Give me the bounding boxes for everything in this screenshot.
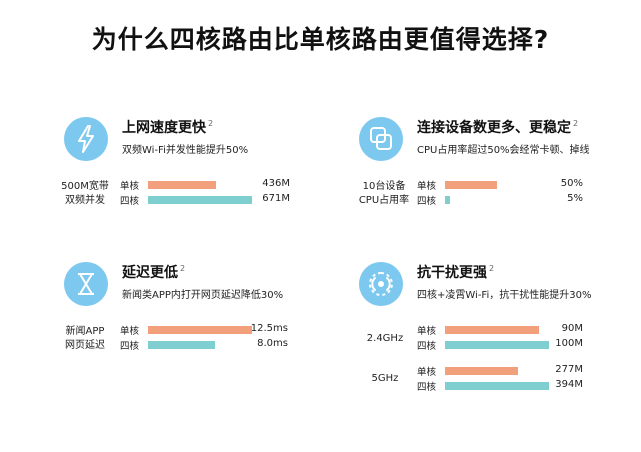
group-label: 500M宽带 双频并发 [61,181,109,206]
row-label-single: 单核 [417,367,437,378]
panel-title: 连接设备数更多、更稳定 2 [417,119,579,136]
value-quad: 671M [262,193,290,204]
panel-subtitle: 四核+凌霄Wi-Fi，抗干扰性能提升30% [417,290,592,301]
bar-quad [445,382,549,390]
bar-quad [445,341,549,349]
devices-icon [359,117,403,161]
row-label-quad: 四核 [417,382,437,393]
group-label: 5GHz [371,373,399,384]
lightning-icon [64,117,108,161]
row-label-quad: 四核 [120,341,140,352]
group-label: 2.4GHz [366,333,404,344]
row-label-single: 单核 [417,326,437,337]
panel-subtitle: CPU占用率超过50%会经常卡顿、掉线 [417,145,590,156]
panel-latency: 延迟更低 2 新闻类APP内打开网页延迟降低30% 新闻APP 网页延迟 单核 12… [64,262,364,452]
value-single: 12.5ms [250,323,288,334]
panel-interference: 抗干扰更强 2 四核+凌霄Wi-Fi，抗干扰性能提升30% 2.4GHz 单核 9… [359,262,641,452]
bar-quad [445,196,450,204]
group-label: 10台设备 CPU占用率 [358,181,410,206]
bar-single [445,181,497,189]
group-label: 新闻APP 网页延迟 [65,326,105,351]
value-quad: 5% [567,193,583,204]
panel-title: 上网速度更快 2 [122,119,214,136]
signal-icon [359,262,403,306]
value-single: 50% [560,178,583,189]
bar-single [445,367,518,375]
row-label-single: 单核 [120,181,140,192]
value-quad: 8.0ms [257,338,288,349]
panel-devices: 连接设备数更多、更稳定 2 CPU占用率超过50%会经常卡顿、掉线 10台设备 CP… [359,117,641,307]
panel-subtitle: 新闻类APP内打开网页延迟降低30% [122,290,284,301]
value-quad: 394M [555,379,583,390]
bar-single [445,326,539,334]
value-single: 90M [561,323,583,334]
page-title: 为什么四核路由比单核路由更值得选择? [91,25,550,54]
row-label-quad: 四核 [120,196,140,207]
value-single: 277M [555,364,583,375]
bar-quad [148,196,252,204]
panel-title: 抗干扰更强 2 [417,264,495,281]
panel-speed: 上网速度更快 2 双频Wi-Fi并发性能提升50% 500M宽带 双频并发 单核 4… [61,117,364,307]
row-label-quad: 四核 [417,196,437,207]
panel-subtitle: 双频Wi-Fi并发性能提升50% [122,145,249,156]
hourglass-icon [64,262,108,306]
bar-single [148,326,252,334]
row-label-quad: 四核 [417,341,437,352]
panel-title: 延迟更低 2 [122,264,186,281]
bar-single [148,181,216,189]
value-quad: 100M [555,338,583,349]
value-single: 436M [262,178,290,189]
row-label-single: 单核 [120,326,140,337]
bar-quad [148,341,215,349]
row-label-single: 单核 [417,181,437,192]
